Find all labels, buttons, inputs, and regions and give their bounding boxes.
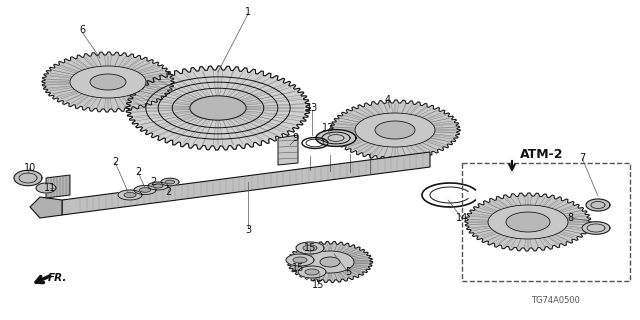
Polygon shape	[161, 178, 179, 186]
Polygon shape	[322, 132, 350, 144]
Polygon shape	[293, 257, 307, 263]
Text: 3: 3	[245, 225, 251, 235]
Text: 5: 5	[345, 267, 351, 277]
Polygon shape	[586, 199, 610, 211]
Text: 9: 9	[292, 133, 298, 143]
Text: 2: 2	[112, 157, 118, 167]
Polygon shape	[124, 193, 136, 197]
Ellipse shape	[70, 66, 146, 98]
Polygon shape	[296, 242, 324, 254]
Text: ATM-2: ATM-2	[520, 148, 564, 162]
Text: 2: 2	[165, 187, 171, 197]
Text: TG74A0500: TG74A0500	[531, 296, 580, 305]
Text: 13: 13	[306, 103, 318, 113]
Ellipse shape	[488, 205, 568, 239]
Polygon shape	[134, 186, 156, 195]
Polygon shape	[582, 222, 610, 234]
Text: 15: 15	[304, 243, 316, 253]
Text: 15: 15	[312, 280, 324, 290]
Polygon shape	[118, 190, 142, 200]
Polygon shape	[42, 52, 174, 112]
Polygon shape	[36, 183, 56, 193]
Ellipse shape	[320, 257, 340, 267]
Polygon shape	[286, 254, 314, 266]
Polygon shape	[62, 152, 430, 215]
Polygon shape	[303, 245, 317, 251]
Ellipse shape	[355, 113, 435, 147]
Text: 8: 8	[567, 213, 573, 223]
Text: FR.: FR.	[48, 273, 67, 283]
Polygon shape	[30, 197, 62, 218]
Polygon shape	[298, 266, 326, 278]
Polygon shape	[14, 170, 42, 186]
Text: 11: 11	[44, 183, 56, 193]
Text: 1: 1	[245, 7, 251, 17]
Polygon shape	[305, 269, 319, 275]
Text: 4: 4	[385, 95, 391, 105]
Ellipse shape	[306, 251, 354, 273]
Text: 2: 2	[135, 167, 141, 177]
Text: 12: 12	[322, 123, 334, 133]
Polygon shape	[148, 182, 168, 190]
Text: 2: 2	[150, 177, 156, 187]
Polygon shape	[19, 173, 37, 183]
Polygon shape	[591, 202, 605, 209]
Ellipse shape	[190, 96, 246, 120]
Polygon shape	[166, 180, 175, 184]
Text: 14: 14	[456, 213, 468, 223]
Polygon shape	[153, 184, 163, 188]
Ellipse shape	[375, 121, 415, 139]
Ellipse shape	[506, 212, 550, 232]
Polygon shape	[465, 193, 591, 251]
Polygon shape	[328, 135, 344, 141]
Bar	[462, 163, 630, 281]
Polygon shape	[587, 224, 605, 232]
Polygon shape	[278, 135, 298, 165]
Polygon shape	[46, 175, 70, 198]
Text: 7: 7	[579, 153, 585, 163]
Polygon shape	[316, 130, 356, 146]
Polygon shape	[330, 100, 460, 160]
Text: 10: 10	[24, 163, 36, 173]
Polygon shape	[126, 66, 310, 150]
Polygon shape	[140, 188, 150, 192]
Polygon shape	[287, 242, 372, 283]
Ellipse shape	[90, 74, 126, 90]
Text: 15: 15	[292, 263, 304, 273]
Text: 6: 6	[79, 25, 85, 35]
